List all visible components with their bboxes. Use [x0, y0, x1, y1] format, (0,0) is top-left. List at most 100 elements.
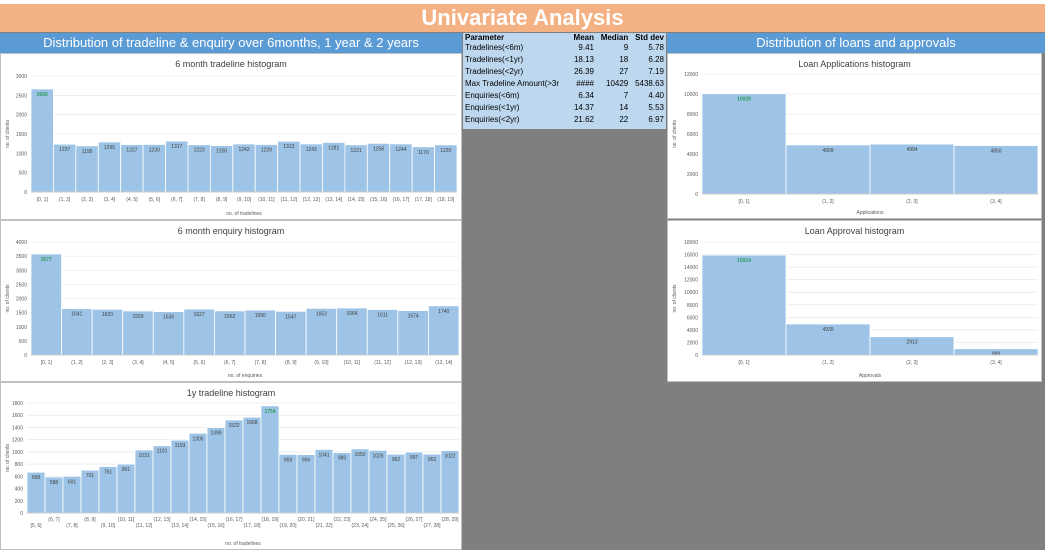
stats-cell-median[interactable]: 27	[619, 67, 629, 76]
chart-panel-6m-tradeline[interactable]: 6 month tradeline histogram 0 500 1000 1500 2…	[0, 53, 462, 220]
bar-data-label: 1193	[175, 443, 186, 449]
chart-panel-1y-tradeline[interactable]: 1y tradeline histogram 0 200 400 600 800 1000 1…	[0, 382, 462, 550]
chart-panel-6m-enquiry[interactable]: 6 month enquiry histogram 0 500 1000 1500 200…	[0, 220, 462, 382]
y-tick-label: 1000	[12, 450, 23, 456]
bar	[134, 449, 154, 514]
stats-cell-mean[interactable]: 21.62	[573, 115, 594, 124]
stats-cell-mean[interactable]: 9.41	[578, 43, 594, 52]
x-tick-label: (1, 2]	[71, 360, 83, 366]
bar-data-label: 1221	[351, 148, 362, 154]
y-tick-label: 0	[20, 511, 23, 517]
stats-cell-param[interactable]: Tradelines(<2yr)	[465, 67, 524, 76]
x-tick-label: (3, 4]	[104, 197, 116, 203]
stats-cell-median[interactable]: 14	[619, 103, 629, 112]
y-tick-label: 600	[15, 474, 24, 480]
y-tick-label: 2000	[687, 340, 698, 346]
stats-cell-std[interactable]: 5.78	[648, 43, 664, 52]
bar-data-label: 1050	[354, 452, 365, 458]
bar-data-label: 1101	[157, 449, 168, 455]
chart-panel-loan-approvals[interactable]: Loan Approval histogram 0 2000 4000 6000 8000…	[667, 220, 1042, 382]
x-tick-label: (11, 12]	[136, 523, 153, 529]
y-axis-label: no. of clients	[5, 119, 11, 148]
bar-data-label: 1562	[224, 314, 235, 320]
x-axis-label: no. of tradelines	[226, 211, 262, 217]
stats-cell-median[interactable]: 18	[619, 55, 629, 64]
stats-cell-param[interactable]: Max Tradeline Amount(>3r	[465, 79, 560, 88]
bar	[61, 308, 93, 356]
stats-cell-mean[interactable]: 14.37	[573, 103, 594, 112]
bar	[170, 439, 190, 514]
stats-cell-param[interactable]: Enquiries(<6m)	[465, 91, 520, 100]
chart-6m-enquiry[interactable]: 6 month enquiry histogram 0 500 1000 1500 200…	[1, 221, 461, 381]
stats-cell-std[interactable]: 5.53	[648, 103, 664, 112]
x-tick-label: (19, 20]	[280, 523, 298, 529]
x-tick-label: (18, 19]	[262, 517, 280, 523]
bar	[152, 445, 172, 514]
bar	[206, 427, 226, 514]
x-tick-label: [0, 1]	[738, 199, 750, 205]
stats-row[interactable]: Tradelines(<6m) 9.41 9 5.78	[463, 42, 666, 54]
bar	[785, 144, 871, 195]
x-tick-label: (26, 27]	[406, 517, 424, 523]
x-tick-label: (5, 6]	[193, 360, 205, 366]
stats-header-std: Std dev	[635, 33, 664, 42]
bar-data-label: 588	[50, 480, 59, 486]
bar-data-label: 1230	[149, 147, 160, 153]
y-tick-label: 1000	[16, 325, 27, 331]
stats-cell-std[interactable]: 4.40	[648, 91, 664, 100]
y-tick-label: 1000	[16, 151, 27, 157]
stats-cell-std[interactable]: 6.97	[648, 115, 664, 124]
bar-data-label: 1237	[59, 147, 70, 153]
x-tick-label: (10, 11]	[344, 360, 361, 366]
x-tick-label: (4, 5]	[126, 197, 138, 203]
stats-cell-mean[interactable]: ####	[576, 79, 594, 88]
bar-data-label: 4994	[906, 147, 917, 153]
chart-panel-loan-applications[interactable]: Loan Applications histogram 0 2000 4000 6000…	[667, 53, 1042, 219]
x-tick-label: (24, 25]	[370, 517, 388, 523]
stats-cell-std[interactable]: 6.28	[648, 55, 664, 64]
stats-row[interactable]: Max Tradeline Amount(>3r #### 10429 5438…	[463, 78, 666, 90]
bar	[275, 310, 307, 356]
chart-loan-applications[interactable]: Loan Applications histogram 0 2000 4000 6000…	[668, 54, 1041, 218]
stats-cell-param[interactable]: Enquiries(<1yr)	[465, 103, 520, 112]
stats-row[interactable]: Tradelines(<2yr) 26.39 27 7.19	[463, 66, 666, 78]
x-tick-label: (10, 11]	[118, 517, 135, 523]
bar-data-label: 1574	[408, 314, 419, 320]
bar-data-label: 1559	[132, 314, 143, 320]
stats-table[interactable]: Parameter Mean Median Std dev Tradelines…	[463, 33, 666, 129]
stats-cell-param[interactable]: Enquiries(<2yr)	[465, 115, 520, 124]
bar-data-label: 4850	[990, 149, 1001, 155]
stats-row[interactable]: Enquiries(<1yr) 14.37 14 5.53	[463, 102, 666, 114]
x-tick-label: (9, 10]	[101, 523, 116, 529]
stats-cell-median[interactable]: 22	[619, 115, 629, 124]
x-tick-label: (6, 7]	[224, 360, 236, 366]
x-tick-label: (23, 24]	[352, 523, 370, 529]
y-tick-label: 1400	[12, 425, 23, 431]
bar-data-label: 701	[86, 473, 95, 479]
stats-row[interactable]: Enquiries(<2yr) 21.62 22 6.97	[463, 114, 666, 126]
stats-cell-median[interactable]: 9	[623, 43, 629, 52]
x-tick-label: (21, 22]	[316, 523, 334, 529]
bar	[183, 308, 215, 356]
stats-cell-param[interactable]: Tradelines(<1yr)	[465, 55, 524, 64]
stats-cell-mean[interactable]: 18.13	[573, 55, 594, 64]
y-tick-label: 0	[24, 353, 27, 359]
y-tick-label: 3000	[16, 74, 27, 80]
stats-cell-median[interactable]: 10429	[606, 79, 629, 88]
chart-1y-tradeline[interactable]: 1y tradeline histogram 0 200 400 600 800 1000 1…	[1, 383, 461, 549]
x-tick-label: (18, 19]	[437, 197, 455, 203]
bar-data-label: 1305	[192, 436, 203, 442]
stats-cell-median[interactable]: 7	[623, 91, 629, 100]
stats-cell-mean[interactable]: 6.34	[578, 91, 594, 100]
bar-data-label: 959	[284, 457, 293, 463]
stats-cell-std[interactable]: 5438.63	[635, 79, 664, 88]
bar-data-label: 1754	[264, 409, 275, 415]
chart-loan-approvals[interactable]: Loan Approval histogram 0 2000 4000 6000 8000…	[668, 221, 1041, 381]
bar	[701, 254, 787, 356]
stats-row[interactable]: Tradelines(<1yr) 18.13 18 6.28	[463, 54, 666, 66]
stats-row[interactable]: Enquiries(<6m) 6.34 7 4.40	[463, 90, 666, 102]
chart-6m-tradeline[interactable]: 6 month tradeline histogram 0 500 1000 1500 2…	[1, 54, 461, 219]
stats-cell-mean[interactable]: 26.39	[573, 67, 594, 76]
stats-cell-param[interactable]: Tradelines(<6m)	[465, 43, 524, 52]
stats-cell-std[interactable]: 7.19	[648, 67, 664, 76]
